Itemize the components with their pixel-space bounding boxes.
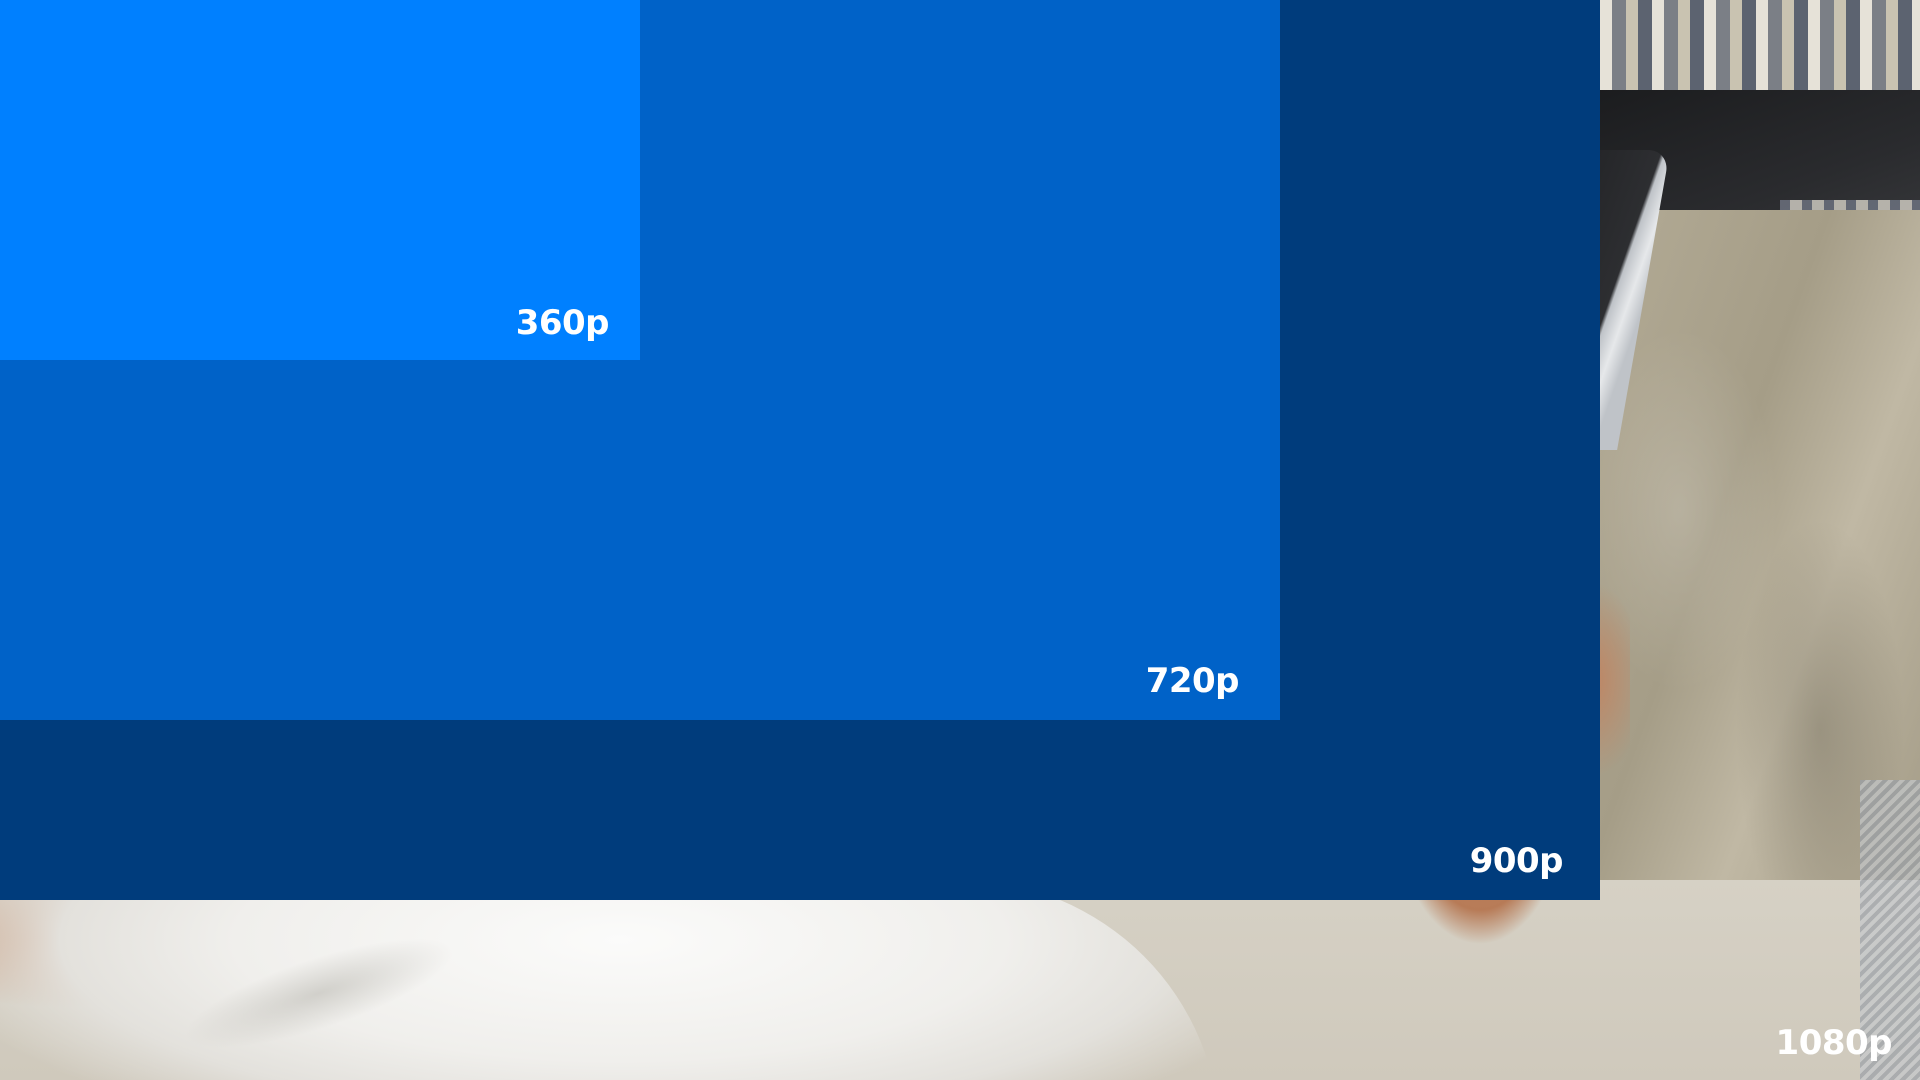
carpet bbox=[1860, 780, 1920, 1080]
resolution-label-360p: 360p bbox=[515, 303, 610, 343]
resolution-label-900p: 900p bbox=[1469, 841, 1564, 881]
resolution-label-720p: 720p bbox=[1145, 661, 1240, 701]
shirt bbox=[0, 880, 1220, 1080]
resolution-box-360p: 360p bbox=[0, 0, 640, 360]
resolution-label-1080p: 1080p bbox=[1775, 1023, 1893, 1063]
